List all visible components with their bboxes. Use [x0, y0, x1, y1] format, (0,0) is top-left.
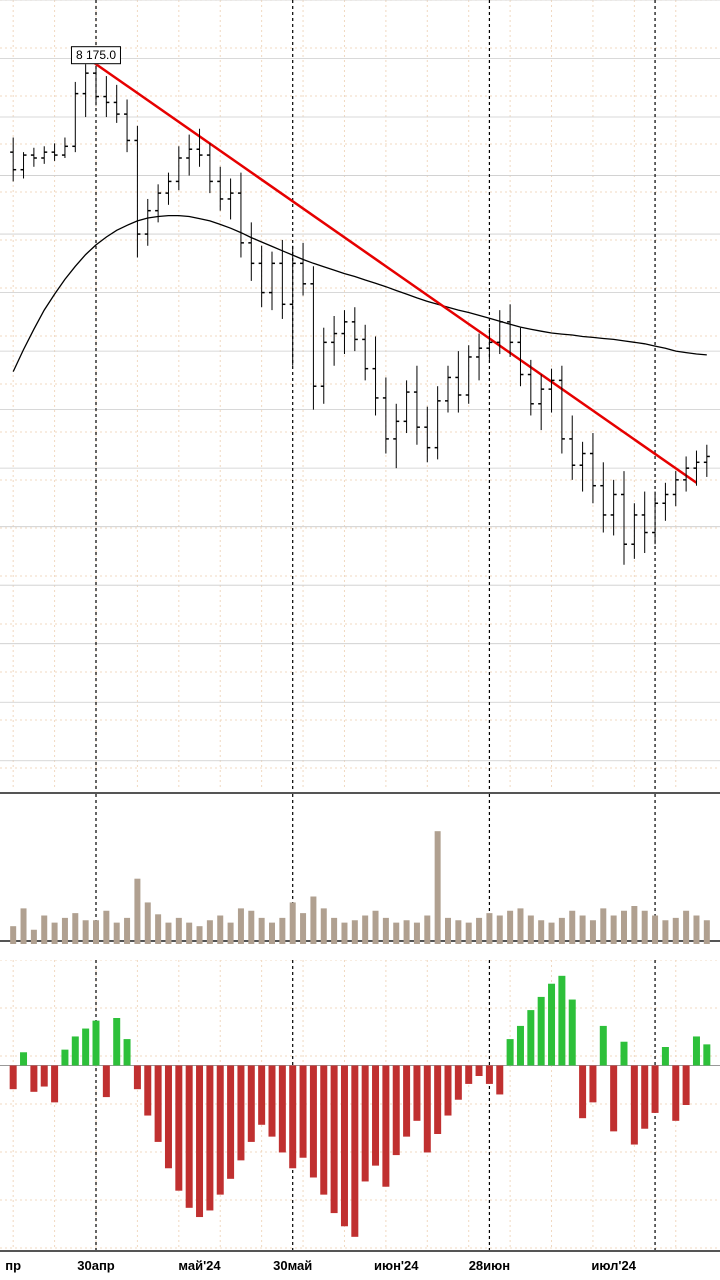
xaxis-tick-label: пр	[5, 1258, 21, 1273]
xaxis-tick-label: 30май	[273, 1258, 312, 1273]
xaxis-tick-label: июл'24	[591, 1258, 636, 1273]
financial-chart[interactable]: { "chart": { "type": "candlestick_multi_…	[0, 0, 720, 1280]
volume-panel[interactable]	[0, 792, 720, 942]
macd-chart-svg	[0, 960, 720, 1250]
price-annotation-label: 8 175.0	[71, 46, 121, 64]
x-axis: пр 30апр май'24 30май июн'24 28июн июл'24	[0, 1250, 720, 1280]
xaxis-tick-label: июн'24	[374, 1258, 419, 1273]
xaxis-tick-label: май'24	[178, 1258, 220, 1273]
price-chart-svg	[0, 0, 720, 790]
volume-chart-svg	[0, 794, 720, 944]
macd-panel[interactable]	[0, 960, 720, 1250]
xaxis-tick-label: 28июн	[469, 1258, 510, 1273]
xaxis-tick-label: 30апр	[77, 1258, 114, 1273]
price-panel[interactable]: 8 175.0	[0, 0, 720, 790]
